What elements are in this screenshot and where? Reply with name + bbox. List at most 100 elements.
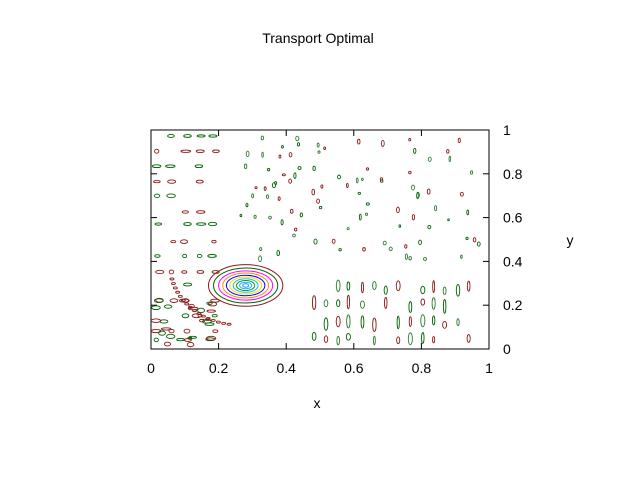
contour-fragment [155, 297, 164, 303]
contour-fragment [196, 134, 206, 138]
contour-fragment [215, 320, 221, 324]
contour-fragment [168, 329, 175, 334]
y-tick-label: 0.8 [503, 166, 523, 182]
contour-fragment [183, 282, 193, 287]
contour-fragment [362, 247, 366, 252]
contour-fragment [360, 281, 364, 294]
contour-fragment [180, 239, 189, 244]
contour-fragment [408, 301, 413, 313]
contour-fragment [317, 150, 321, 154]
contour-fragment [379, 177, 384, 181]
contour-fragment [289, 208, 294, 214]
contour-fragment [181, 210, 189, 214]
contour-fragment [380, 139, 385, 147]
contour-fragment [358, 213, 362, 221]
contour-fragment [276, 250, 280, 257]
x-tick-label: 0.2 [209, 360, 229, 376]
y-axis-ticks: 0 0.2 0.4 0.6 0.8 1 [151, 122, 523, 357]
contour-fragment [155, 269, 165, 275]
contour-fragment [183, 134, 192, 138]
contour-fragment [431, 297, 436, 310]
contour-fragment [184, 302, 190, 306]
contour-fragment [265, 194, 270, 199]
contour-fragment [346, 314, 351, 329]
contour-fragment [318, 205, 323, 210]
contour-fragment [194, 164, 204, 169]
contour-fragment [311, 331, 317, 341]
contour-fragment [188, 305, 193, 309]
contour-fragment [448, 155, 452, 163]
contour-fragment [335, 315, 341, 328]
contour-level [236, 279, 256, 292]
contour-fragment [357, 138, 361, 145]
contour-level [229, 276, 263, 295]
contour-fragment [167, 179, 177, 184]
contour-fragment [151, 305, 161, 311]
contour-fragment [382, 240, 387, 246]
contour-fragment [154, 148, 160, 154]
contour-fragment [404, 253, 408, 260]
contour-fragment [361, 177, 364, 181]
contour-fragment [261, 151, 264, 158]
contour-fragment [239, 213, 243, 218]
contour-fragment [346, 227, 350, 231]
contour-fragment [346, 281, 351, 291]
contour-fragment [195, 179, 204, 184]
contour-fragment [166, 193, 176, 199]
x-tick-label: 0.6 [344, 360, 364, 376]
contour-fragment [360, 300, 365, 309]
contour-fragment [336, 299, 341, 308]
contour-fragment [196, 222, 207, 226]
contour-fragment [212, 329, 219, 333]
contour-fragment [320, 184, 324, 189]
contour-fragment [323, 146, 326, 150]
contour-fragment [210, 318, 216, 322]
contour-fragment [364, 212, 369, 216]
contour-fragment [277, 196, 281, 201]
contour-fragment [274, 181, 278, 185]
contour-level [213, 267, 279, 304]
contour-fragment [465, 236, 469, 240]
contour-fragment [408, 170, 412, 175]
contour-fragment [205, 317, 211, 320]
contour-fragment [297, 166, 302, 170]
contour-fragment [207, 301, 218, 307]
contour-level [242, 283, 250, 288]
contour-fragment [197, 307, 206, 314]
contour-fragment [296, 142, 301, 147]
x-tick-label: 1 [485, 360, 493, 376]
contour-fragment [150, 318, 162, 323]
contour-fragment [175, 290, 181, 294]
contour-fragment [466, 280, 471, 292]
contour-fragment [195, 149, 205, 153]
contour-fragment [196, 312, 202, 315]
contour-fragment [196, 210, 206, 214]
contour-fragment [457, 137, 461, 144]
contour-fragment [293, 227, 298, 232]
contour-fragment [372, 317, 377, 332]
contour-fragment [360, 315, 365, 329]
contour-fragment [383, 285, 388, 295]
contour-fragment [288, 178, 292, 184]
contour-fragment [466, 334, 471, 343]
contour-fragment [472, 237, 477, 243]
contour-fragment [398, 224, 402, 228]
contour-fragment [180, 149, 192, 153]
contour-fragment [169, 298, 179, 303]
contour-fragment [182, 253, 188, 259]
plot-frame [150, 129, 490, 350]
contour-fragment [271, 182, 276, 189]
y-tick-label: 1 [503, 122, 511, 138]
y-axis-label: y [567, 232, 574, 248]
contour-fragment [408, 316, 412, 328]
contour-fragment [153, 180, 161, 184]
contour-fragment [292, 233, 296, 238]
contour-fragment [204, 322, 215, 326]
contour-fragment [158, 330, 166, 336]
contour-fragment [470, 170, 474, 175]
contour-fragment [151, 164, 162, 168]
contour-fragment [163, 341, 172, 347]
contour-fragment [411, 184, 415, 191]
contour-fragment [278, 154, 282, 159]
contour-fragment [288, 152, 293, 158]
